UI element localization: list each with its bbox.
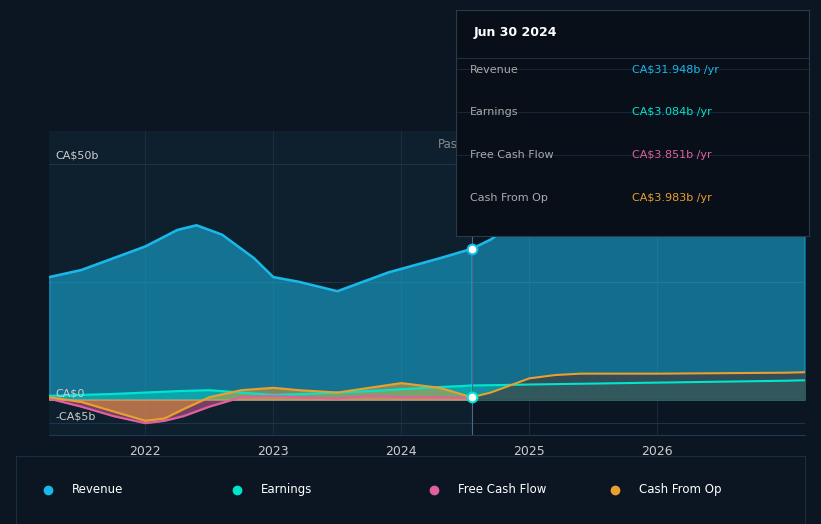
Text: Past: Past bbox=[438, 138, 463, 151]
Text: CA$3.084b /yr: CA$3.084b /yr bbox=[632, 107, 712, 117]
Text: Earnings: Earnings bbox=[470, 107, 518, 117]
Text: Free Cash Flow: Free Cash Flow bbox=[470, 150, 553, 160]
Bar bbox=[49, 131, 472, 435]
Text: Free Cash Flow: Free Cash Flow bbox=[458, 484, 546, 496]
Text: -CA$5b: -CA$5b bbox=[56, 412, 96, 422]
Text: Cash From Op: Cash From Op bbox=[639, 484, 722, 496]
Text: Revenue: Revenue bbox=[71, 484, 123, 496]
Text: Revenue: Revenue bbox=[470, 64, 519, 74]
Text: CA$3.851b /yr: CA$3.851b /yr bbox=[632, 150, 712, 160]
Text: CA$0: CA$0 bbox=[56, 388, 85, 398]
Text: Cash From Op: Cash From Op bbox=[470, 193, 548, 203]
Text: Jun 30 2024: Jun 30 2024 bbox=[474, 26, 557, 39]
Text: CA$31.948b /yr: CA$31.948b /yr bbox=[632, 64, 719, 74]
Text: CA$3.983b /yr: CA$3.983b /yr bbox=[632, 193, 712, 203]
Bar bbox=[472, 131, 805, 435]
Text: CA$50b: CA$50b bbox=[56, 150, 99, 160]
Text: Analysts Forecasts: Analysts Forecasts bbox=[484, 138, 594, 151]
Text: Earnings: Earnings bbox=[261, 484, 312, 496]
